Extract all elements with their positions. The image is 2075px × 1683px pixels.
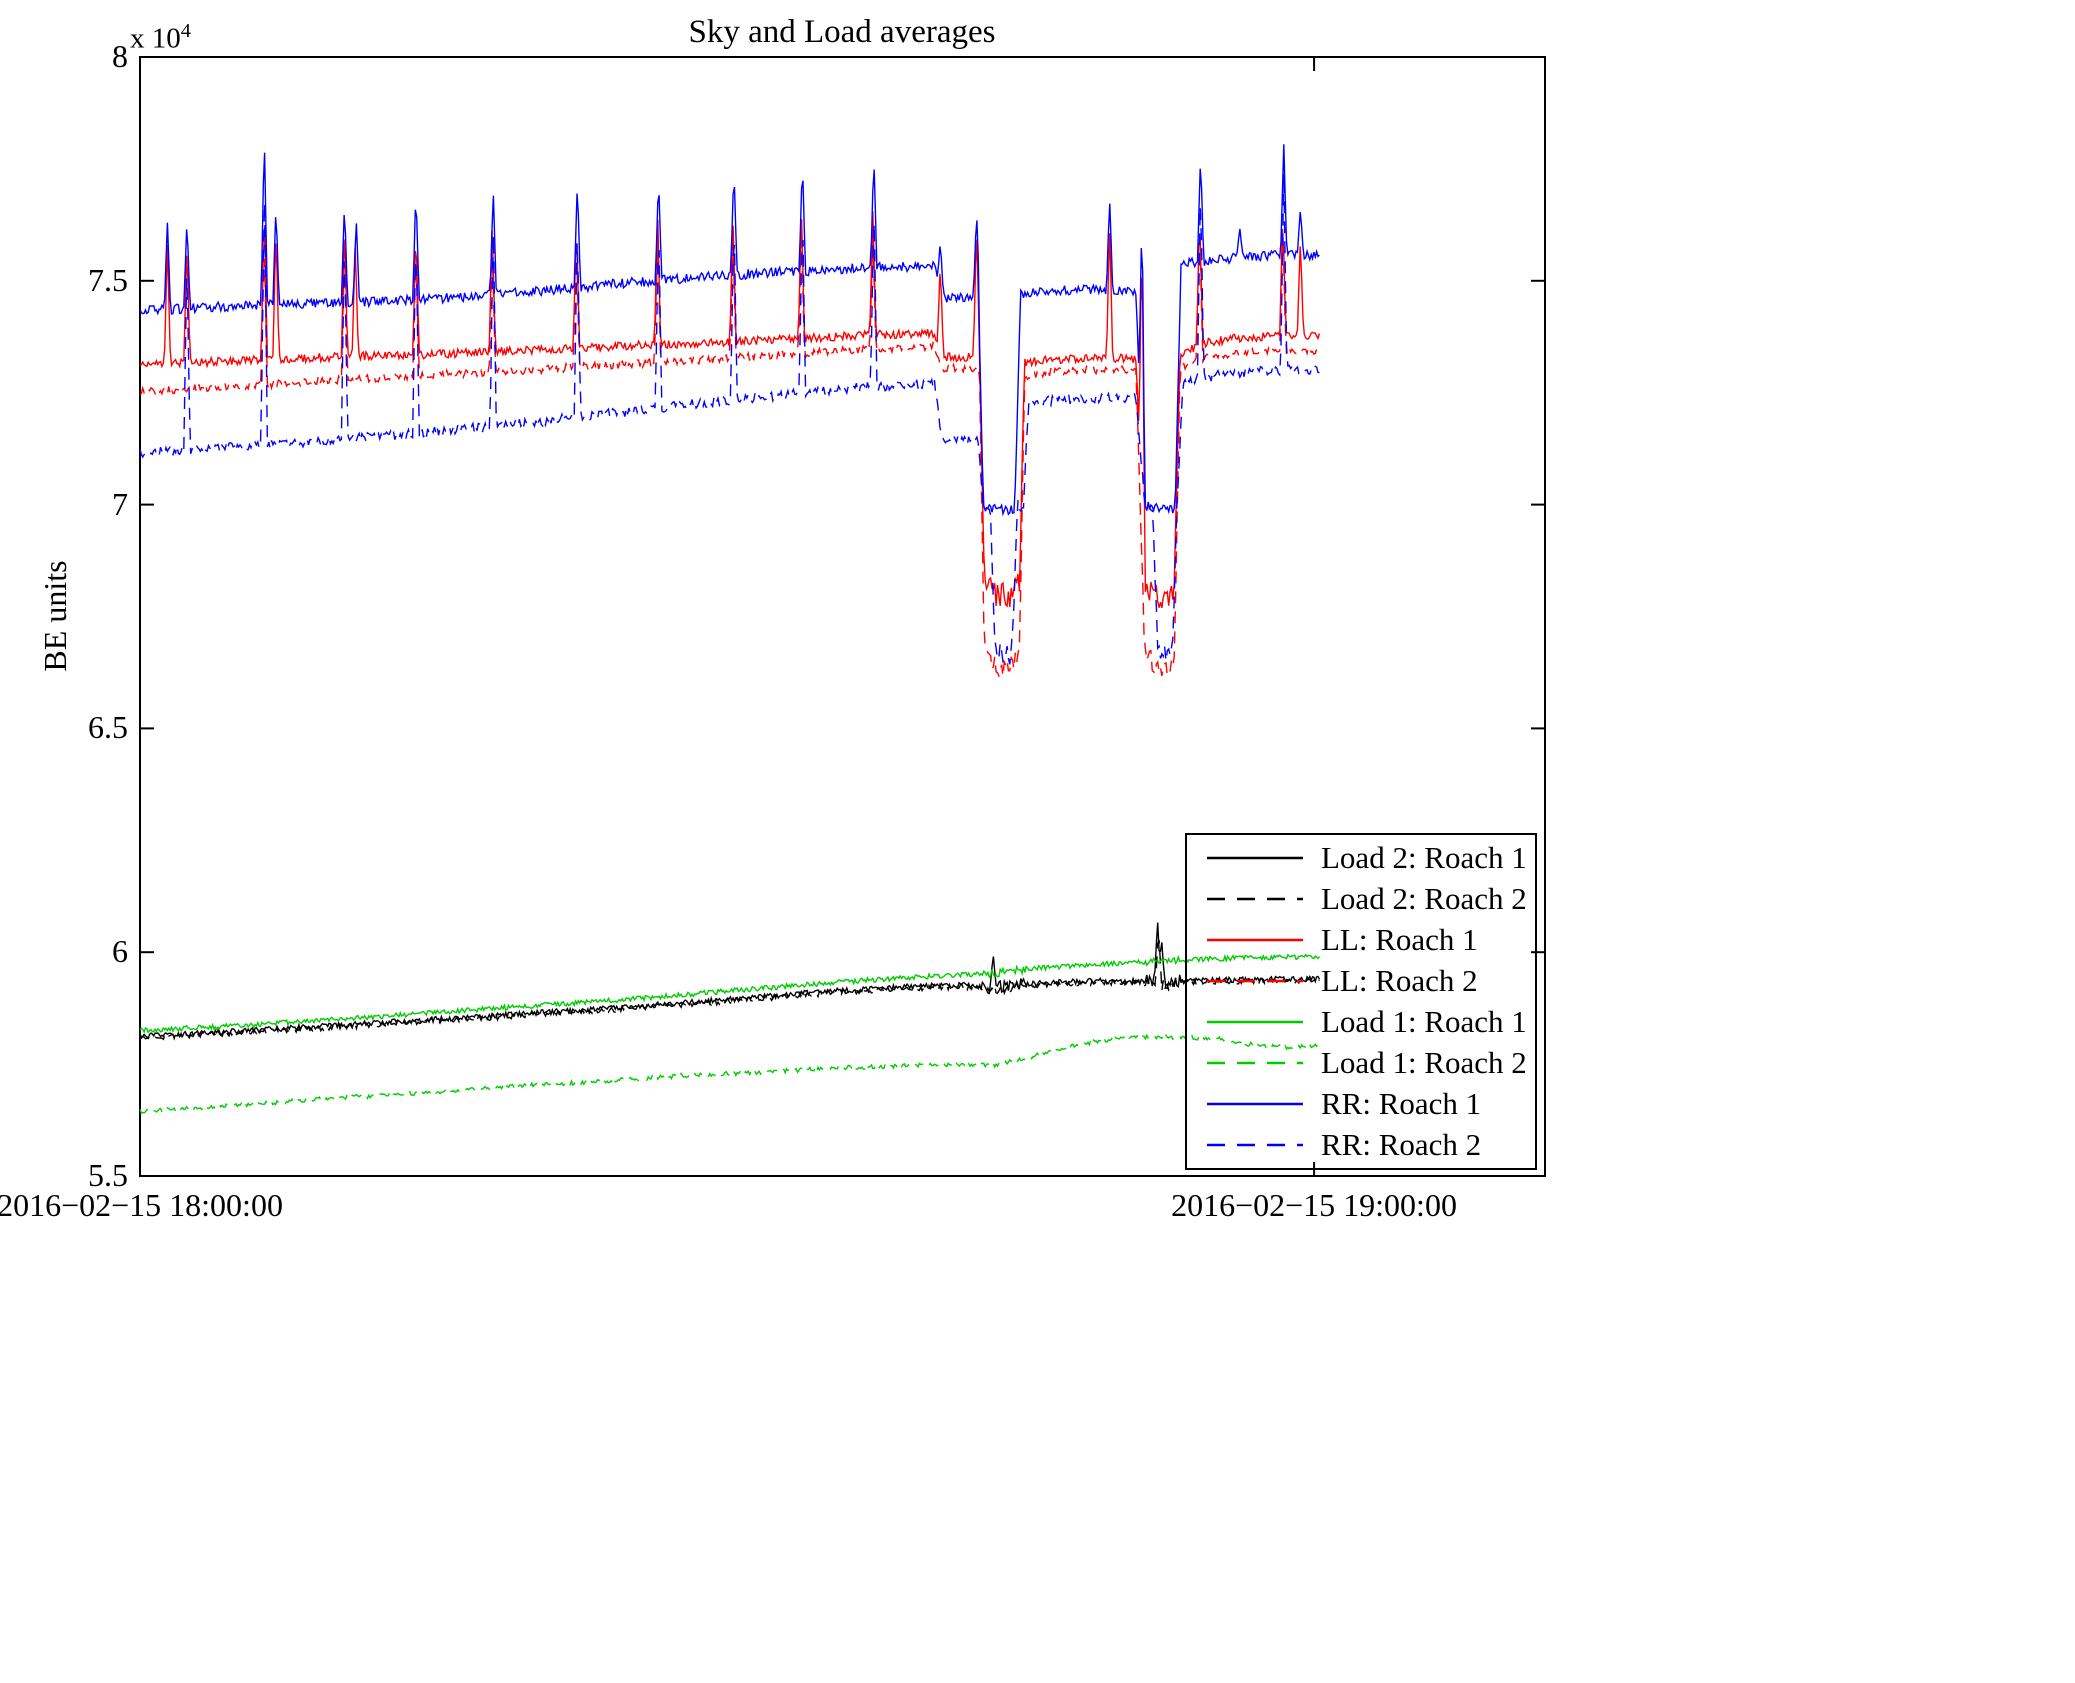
series-load-2-roach-2 [139,939,1320,1041]
legend-label: RR: Roach 2 [1321,1127,1482,1162]
series-ll-roach-2 [139,231,1320,679]
y-tick-label-6: 6 [112,933,128,969]
legend-line-sample [1207,1020,1303,1024]
series-load-1-roach-2 [139,1032,1320,1114]
legend-line-sample [1207,897,1303,901]
legend-label: LL: Roach 2 [1321,963,1478,998]
y-tick-label-5-5: 5.5 [88,1157,128,1193]
y-tick-label-7: 7 [112,486,128,522]
legend-line-sample [1207,938,1303,942]
legend-line-sample [1207,856,1303,860]
legend-item: RR: Roach 1 [1187,1086,1535,1122]
legend-label: LL: Roach 1 [1321,922,1478,957]
y-axis-scale-exponent: 4 [180,20,191,42]
chart-title: Sky and Load averages [688,14,996,50]
y-tick-label-7-5: 7.5 [88,262,128,298]
y-tick-label-8: 8 [112,38,128,74]
y-axis-scale-mantissa: x 10 [130,22,181,55]
y-tick-label-6-5: 6.5 [88,709,128,745]
legend-line-sample [1207,1102,1303,1106]
legend-label: Load 1: Roach 1 [1321,1004,1527,1039]
legend-line-sample [1207,979,1303,983]
legend-item: RR: Roach 2 [1187,1127,1535,1163]
series-rr-roach-1 [139,144,1320,517]
series-ll-roach-1 [139,211,1321,609]
x-tick-label-18h: 2016−02−15 18:00:00 [0,1187,283,1223]
legend-line-sample [1207,1061,1303,1065]
legend-label: RR: Roach 1 [1321,1086,1482,1121]
legend-label: Load 2: Roach 2 [1321,881,1527,916]
legend: Load 2: Roach 1 Load 2: Roach 2 LL: Roach … [1185,833,1537,1170]
legend-label: Load 2: Roach 1 [1321,840,1527,875]
axes-box [139,56,1546,1177]
legend-label: Load 1: Roach 2 [1321,1045,1527,1080]
series-load-2-roach-1 [139,922,1321,1040]
legend-item: Load 1: Roach 1 [1187,1004,1535,1040]
legend-item: Load 2: Roach 2 [1187,881,1535,917]
x-tick-label-19h: 2016−02−15 19:00:00 [1171,1187,1457,1223]
legend-item: Load 1: Roach 2 [1187,1045,1535,1081]
legend-line-sample [1207,1143,1303,1147]
legend-item: LL: Roach 2 [1187,963,1535,999]
legend-item: Load 2: Roach 1 [1187,840,1535,876]
legend-item: LL: Roach 1 [1187,922,1535,958]
y-axis-scale-label: x 104 [130,20,191,56]
series-load-1-roach-1 [139,953,1320,1034]
